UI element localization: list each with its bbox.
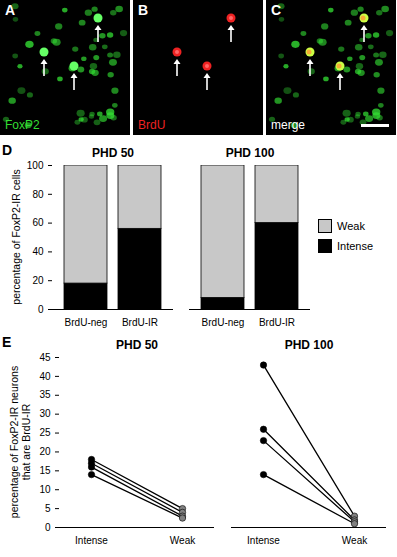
svg-text:Intense: Intense — [75, 535, 108, 546]
svg-text:30: 30 — [39, 408, 51, 419]
svg-text:that are BrdU-IR: that are BrdU-IR — [20, 403, 32, 480]
svg-text:35: 35 — [39, 389, 51, 400]
svg-text:BrdU-IR: BrdU-IR — [122, 317, 158, 328]
svg-text:BrdU-neg: BrdU-neg — [65, 317, 108, 328]
svg-text:C: C — [271, 2, 281, 18]
svg-text:percentage of FoxP2-IR neurons: percentage of FoxP2-IR neurons — [8, 366, 20, 518]
svg-text:20: 20 — [39, 446, 51, 457]
svg-text:FoxP2: FoxP2 — [5, 118, 40, 132]
svg-text:40: 40 — [32, 246, 44, 257]
svg-text:20: 20 — [32, 275, 44, 286]
svg-text:0: 0 — [45, 522, 51, 533]
svg-text:15: 15 — [39, 465, 51, 476]
svg-text:60: 60 — [32, 217, 44, 228]
svg-text:80: 80 — [32, 189, 44, 200]
html-text:Weak: Weak — [337, 220, 365, 232]
svg-text:B: B — [138, 2, 148, 18]
html-text:Intense: Intense — [337, 240, 374, 252]
svg-text:BrdU-neg: BrdU-neg — [202, 317, 245, 328]
svg-text:5: 5 — [45, 503, 51, 514]
svg-text:merge: merge — [271, 118, 305, 132]
svg-text:percentage of FoxP2-IR cells: percentage of FoxP2-IR cells — [10, 169, 22, 304]
svg-text:40: 40 — [39, 371, 51, 382]
svg-text:45: 45 — [39, 352, 51, 363]
svg-text:PHD 50: PHD 50 — [116, 338, 158, 352]
svg-text:100: 100 — [27, 160, 44, 171]
svg-text:10: 10 — [39, 484, 51, 495]
svg-text:0: 0 — [38, 304, 44, 315]
svg-text:D: D — [2, 142, 12, 158]
svg-text:BrdU-IR: BrdU-IR — [259, 317, 295, 328]
svg-text:PHD 50: PHD 50 — [92, 146, 134, 160]
svg-text:A: A — [5, 2, 15, 18]
svg-text:Weak: Weak — [170, 535, 196, 546]
svg-text:Intense: Intense — [247, 535, 280, 546]
svg-text:BrdU: BrdU — [138, 118, 165, 132]
svg-text:PHD 100: PHD 100 — [226, 146, 275, 160]
svg-text:PHD 100: PHD 100 — [285, 338, 334, 352]
svg-text:Weak: Weak — [342, 535, 368, 546]
svg-text:E: E — [2, 334, 11, 350]
svg-text:25: 25 — [39, 427, 51, 438]
